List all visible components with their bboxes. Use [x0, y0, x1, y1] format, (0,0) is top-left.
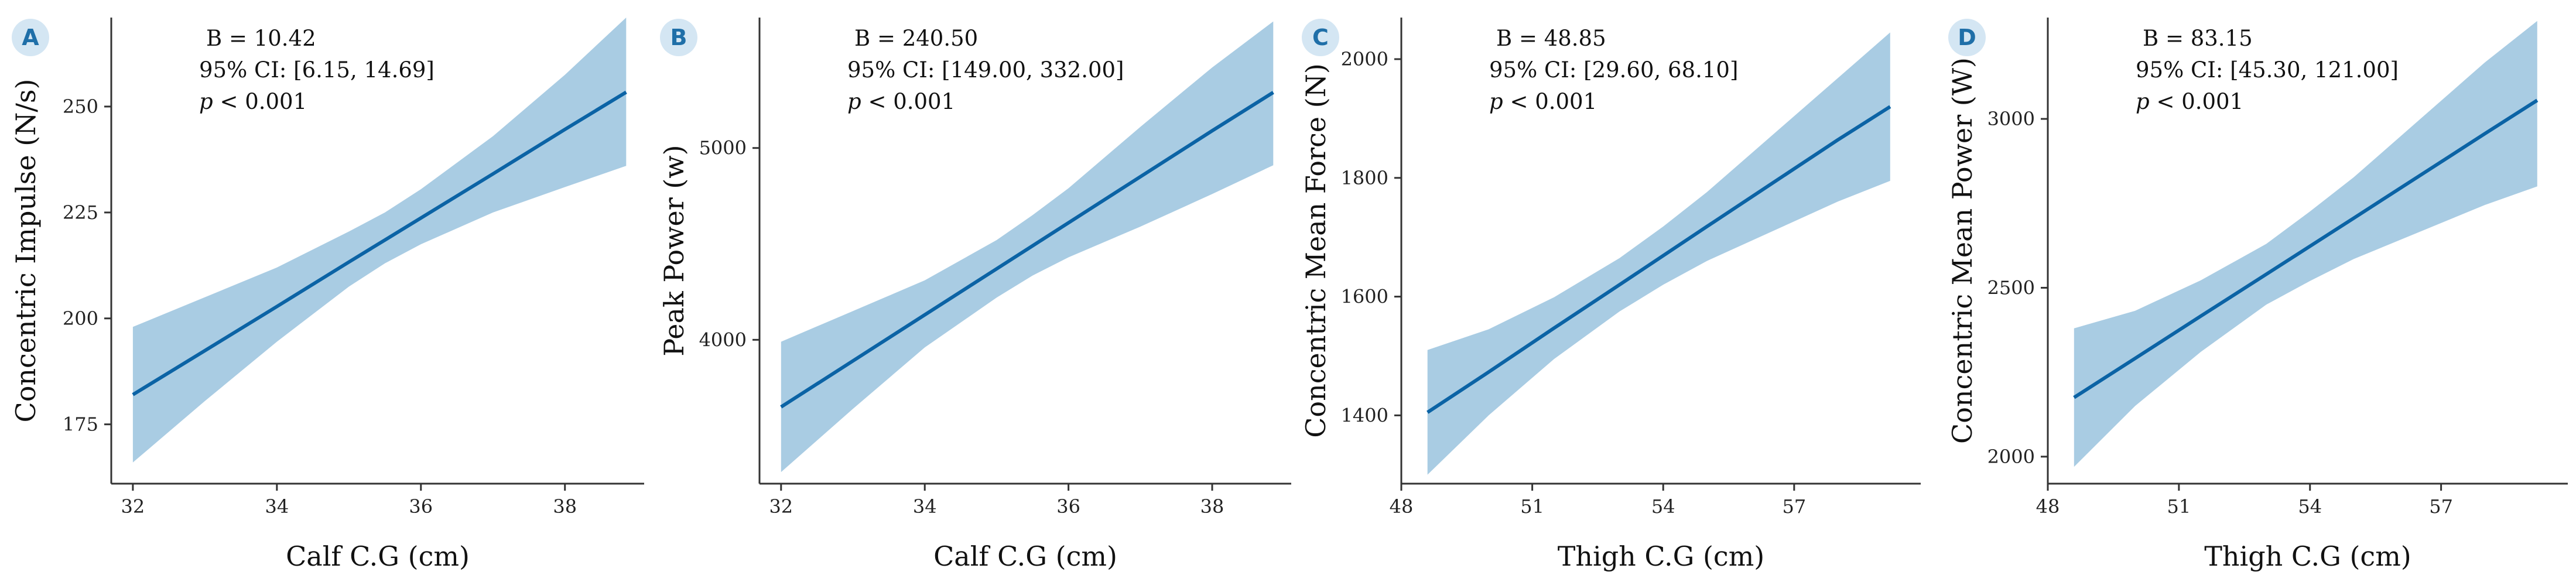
regression-line [132, 90, 627, 396]
annotation-p-value: p < 0.001 [2136, 89, 2243, 114]
x-tick-label: 48 [1390, 495, 1414, 518]
annotation-p-rest: < 0.001 [861, 89, 955, 114]
x-tick-label: 51 [2167, 495, 2191, 518]
annotation-ci: 95% CI: [45.30, 121.00] [2136, 57, 2399, 83]
confidence-band [132, 18, 627, 463]
x-axis-title: Calf C.G (cm) [286, 540, 470, 572]
y-axis-title: Concentric Mean Power (W) [1946, 57, 1978, 444]
annotation-b-value: B = 83.15 [2143, 26, 2253, 51]
annotation-p-rest: < 0.001 [213, 89, 307, 114]
y-tick-label: 250 [63, 95, 98, 118]
x-axis-title: Calf C.G (cm) [933, 540, 1117, 572]
x-tick-label: 32 [121, 495, 145, 518]
y-axis-title: Concentric Impulse (N/s) [10, 79, 42, 423]
panel-letter: D [1958, 25, 1976, 50]
annotation-p-value: p < 0.001 [847, 89, 955, 114]
y-axis-title: Peak Power (w) [658, 145, 690, 356]
x-tick-label: 48 [2036, 495, 2060, 518]
x-tick-label: 38 [553, 495, 577, 518]
y-axis-title: Concentric Mean Force (N) [1300, 63, 1332, 438]
annotation-ci: 95% CI: [149.00, 332.00] [847, 57, 1124, 83]
chart-panel-d: 48 51 54 57 2000 2500 3000 Thigh C.G (cm) Concen… [1946, 18, 2568, 572]
x-tick-label: 57 [2429, 495, 2453, 518]
annotation-p-rest: < 0.001 [2150, 89, 2243, 114]
x-tick-label: 51 [1520, 495, 1544, 518]
y-tick-label: 2000 [1987, 446, 2035, 468]
regression-line [2073, 98, 2539, 399]
x-tick-label: 54 [1651, 495, 1675, 518]
x-axis-title: Thigh C.G (cm) [1558, 540, 1765, 572]
panel-badge [1302, 19, 1339, 56]
annotation-p-rest: < 0.001 [1503, 89, 1597, 114]
annotation-b-value: B = 240.50 [854, 26, 978, 51]
y-tick-label: 5000 [699, 137, 747, 159]
regression-line [780, 91, 1274, 409]
panel-letter: A [22, 25, 39, 50]
y-tick-label: 1800 [1341, 167, 1388, 189]
y-tick-label: 200 [63, 307, 98, 330]
panel-badge [1948, 19, 1986, 56]
panel-badge [660, 19, 697, 56]
confidence-band [781, 21, 1274, 473]
x-tick-label: 54 [2298, 495, 2322, 518]
chart-panel-c: 48 51 54 57 1400 1600 1800 2000 Thigh C.G (cm) Co… [1300, 18, 1921, 572]
confidence-band [1427, 32, 1890, 475]
y-tick-label: 225 [63, 201, 98, 224]
x-tick-label: 36 [1056, 495, 1080, 518]
y-tick-label: 2000 [1341, 48, 1388, 70]
annotation-b-value: B = 10.42 [206, 26, 316, 51]
y-tick-label: 1600 [1341, 286, 1388, 308]
panel-badge [12, 19, 49, 56]
y-tick-label: 1400 [1341, 404, 1388, 426]
annotation-ci: 95% CI: [6.15, 14.69] [199, 57, 435, 83]
x-tick-label: 34 [265, 495, 289, 518]
x-tick-label: 32 [769, 495, 793, 518]
x-tick-label: 57 [1782, 495, 1806, 518]
x-tick-label: 34 [913, 495, 937, 518]
y-tick-label: 175 [63, 413, 98, 436]
regression-line [1426, 105, 1891, 414]
annotation-p-symbol: p [199, 89, 213, 114]
panel-letter: C [1312, 25, 1329, 50]
annotation-p-symbol: p [847, 89, 861, 114]
annotation-ci: 95% CI: [29.60, 68.10] [1489, 57, 1738, 83]
x-tick-label: 38 [1200, 495, 1224, 518]
x-axis-title: Thigh C.G (cm) [2204, 540, 2411, 572]
annotation-p-value: p < 0.001 [1489, 89, 1597, 114]
annotation-p-symbol: p [2136, 89, 2150, 114]
annotation-b-value: B = 48.85 [1496, 26, 1606, 51]
chart-panel-b: 32 34 36 38 4000 5000 Calf C.G (cm) Peak Power … [658, 18, 1291, 572]
y-tick-label: 3000 [1987, 108, 2035, 130]
panel-letter: B [670, 25, 687, 50]
annotation-p-value: p < 0.001 [199, 89, 307, 114]
chart-panel-a: 32 34 36 38 175 200 225 250 Calf C.G (cm) Concent… [10, 18, 644, 572]
annotation-p-symbol: p [1489, 89, 1503, 114]
y-tick-label: 2500 [1987, 276, 2035, 299]
y-tick-label: 4000 [699, 328, 747, 351]
x-tick-label: 36 [409, 495, 433, 518]
confidence-band [2074, 20, 2537, 467]
